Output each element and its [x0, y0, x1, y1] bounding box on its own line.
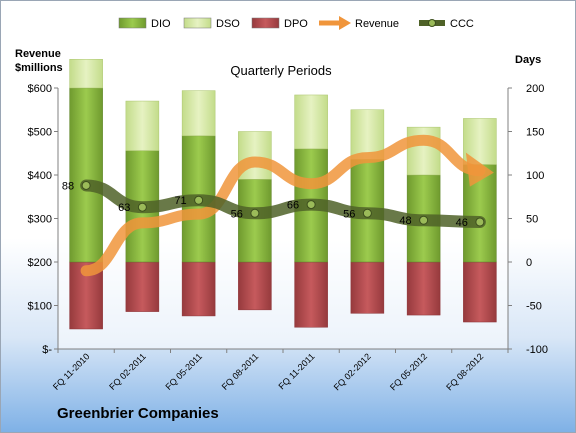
- left-tick-label: $500: [28, 127, 52, 139]
- ccc-data-label: 71: [174, 195, 186, 207]
- legend-swatch-dot: [428, 19, 436, 27]
- right-tick-label: 50: [526, 214, 538, 226]
- bar-dpo: [294, 261, 328, 328]
- category-label: FQ 02-2012: [332, 351, 373, 392]
- bar-dpo: [406, 261, 441, 316]
- category-label: FQ 05-2012: [388, 351, 429, 392]
- legend-label: Revenue: [355, 18, 399, 30]
- bars-group: [69, 59, 497, 330]
- ccc-point: [194, 195, 204, 205]
- category-label: FQ 11-2010: [51, 351, 92, 392]
- ccc-point: [306, 200, 316, 210]
- right-tick-label: 100: [526, 170, 544, 182]
- ccc-point: [137, 202, 147, 212]
- left-axis-title: Revenue $millions: [15, 48, 63, 74]
- category-label: FQ 08-2011: [220, 351, 261, 392]
- bar-dso: [69, 59, 103, 89]
- bar-dso: [294, 94, 328, 150]
- ccc-point: [419, 215, 429, 225]
- left-tick-label: $200: [28, 257, 52, 269]
- bar-dio: [238, 179, 272, 263]
- bar-dpo: [350, 261, 385, 314]
- ccc-data-label: 66: [287, 200, 299, 212]
- legend-swatch: [118, 17, 147, 29]
- ccc-point: [362, 208, 372, 218]
- ccc-data-label: 46: [456, 217, 468, 229]
- right-tick-label: 200: [526, 83, 544, 95]
- category-label: FQ 05-2011: [163, 351, 204, 392]
- ccc-data-label: 48: [399, 215, 411, 227]
- ccc-data-label: 88: [62, 180, 74, 192]
- legend-swatch: [251, 17, 280, 29]
- ccc-point: [81, 180, 91, 190]
- bar-dpo: [238, 261, 272, 311]
- revenue-arrowhead: [465, 152, 494, 187]
- ccc-data-label: 63: [118, 202, 130, 214]
- bar-dpo: [125, 261, 160, 312]
- legend-label: DIO: [151, 18, 171, 30]
- bar-dio: [69, 87, 103, 263]
- company-name: Greenbrier Companies: [57, 405, 219, 422]
- left-tick-label: $400: [28, 170, 52, 182]
- bar-dso: [181, 90, 216, 137]
- legend: DIO DSO DPO Revenue CCC: [118, 16, 474, 30]
- legend-swatch: [183, 17, 212, 29]
- legend-label: CCC: [450, 18, 474, 30]
- bar-dpo: [463, 261, 497, 323]
- bar-dso: [125, 100, 160, 151]
- ccc-point: [250, 208, 260, 218]
- left-tick-label: $600: [28, 83, 52, 95]
- category-label: FQ 02-2011: [107, 351, 148, 392]
- left-tick-label: $300: [28, 214, 52, 226]
- category-label: FQ 08-2012: [444, 351, 485, 392]
- legend-label: DPO: [284, 18, 308, 30]
- right-tick-label: 0: [526, 257, 532, 269]
- right-tick-label: 150: [526, 127, 544, 139]
- ccc-point: [475, 217, 485, 227]
- right-tick-label: -50: [526, 301, 542, 313]
- right-axis-title: Days: [515, 54, 542, 66]
- lines-group: 88 63 71 56 66 56 48 46: [62, 134, 494, 277]
- bar-dpo: [181, 261, 216, 317]
- left-tick-label: $100: [28, 301, 52, 313]
- chart-title: Quarterly Periods: [230, 63, 332, 78]
- legend-swatch-arrow: [339, 16, 351, 30]
- bar-dso: [406, 126, 441, 176]
- left-tick-label: $-: [42, 344, 52, 356]
- ccc-data-label: 56: [231, 208, 243, 220]
- ccc-data-label: 56: [343, 208, 355, 220]
- revenue-line: [80, 134, 486, 277]
- right-tick-label: -100: [526, 344, 548, 356]
- category-label: FQ 11-2011: [276, 351, 316, 391]
- legend-label: DSO: [216, 18, 240, 30]
